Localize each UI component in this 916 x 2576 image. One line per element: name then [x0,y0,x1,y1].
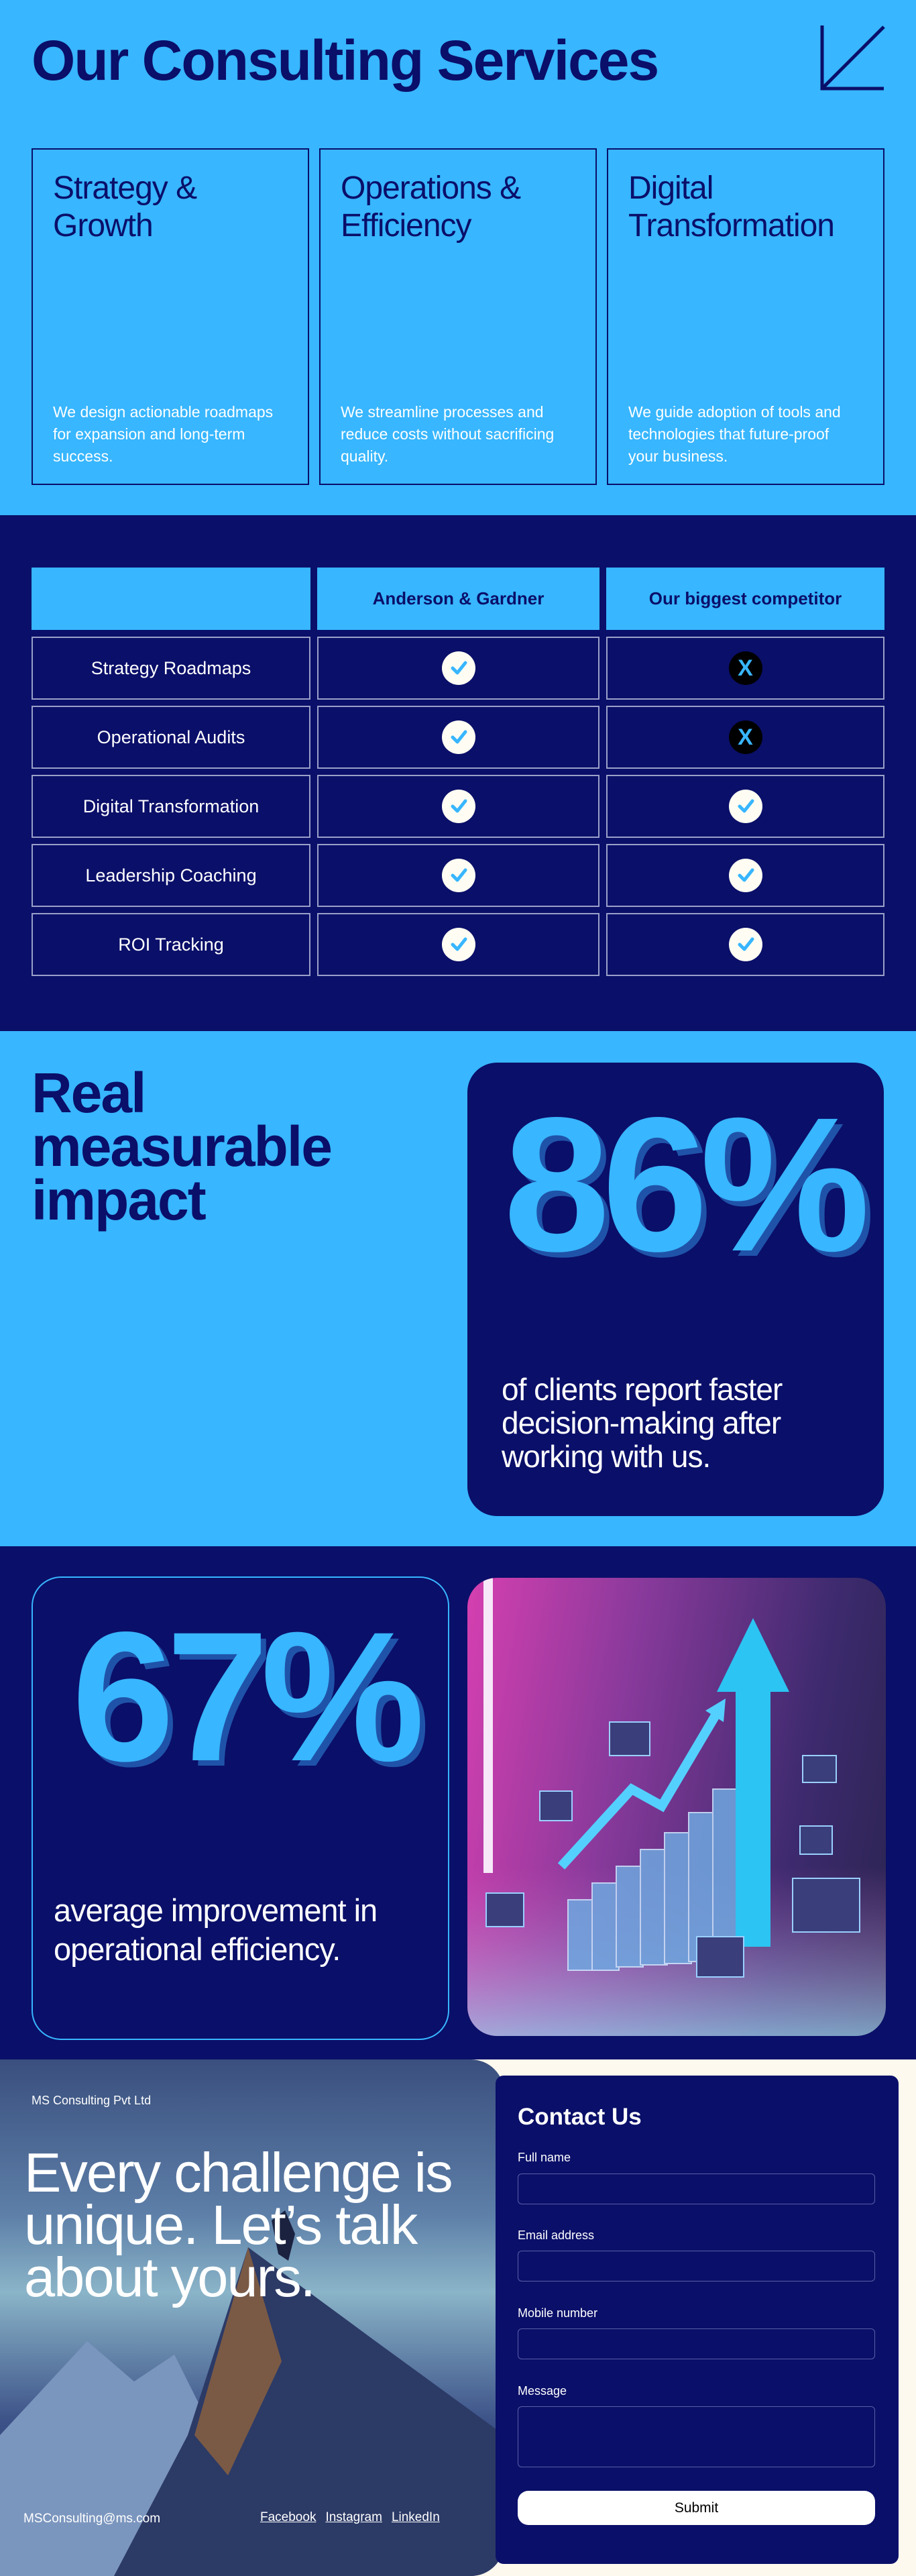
x-icon: X [728,720,762,754]
competitor-cell [606,913,884,976]
service-title: Digital Transformation [628,170,835,244]
feature-cell: ROI Tracking [32,913,310,976]
stat-value: 86% [504,1078,870,1291]
full-name-label: Full name [518,2151,571,2164]
check-icon [441,720,475,754]
email-input[interactable] [518,2251,875,2282]
feature-cell: Operational Audits [32,706,310,769]
competitor-cell [606,775,884,838]
service-title: Operations & Efficiency [341,170,521,244]
page-title: Our Consulting Services [32,29,659,92]
growth-chart-image [467,1578,886,2036]
stat-description: average improvement in operational effic… [54,1892,378,1967]
service-card-strategy: Strategy & Growth We design actionable r… [32,148,309,485]
check-icon [441,790,475,823]
check-icon [728,859,762,892]
service-card-digital: Digital Transformation We guide adoption… [607,148,884,485]
x-icon: X [728,651,762,685]
stat-card-86: 86% of clients report faster decision-ma… [467,1063,884,1516]
service-description: We design actionable roadmaps for expans… [53,403,274,465]
email-label: Email address [518,2229,595,2242]
check-icon [441,651,475,685]
header-us: Anderson & Gardner [317,568,599,630]
us-cell [317,913,599,976]
contact-headline: Every challenge is unique. Let’s talk ab… [24,2141,453,2308]
growth-chart-illustration [467,1578,886,2036]
instagram-link[interactable]: Instagram [325,2510,382,2524]
feature-cell: Digital Transformation [32,775,310,838]
check-icon [728,790,762,823]
feature-cell: Leadership Coaching [32,844,310,907]
message-label: Message [518,2384,567,2398]
form-title: Contact Us [518,2104,642,2130]
service-card-operations: Operations & Efficiency We streamline pr… [319,148,597,485]
stat-value: 67% [72,1594,424,1800]
contact-email: MSConsulting@ms.com [23,2512,161,2526]
social-links: Facebook Instagram LinkedIn [260,2510,449,2525]
us-cell [317,706,599,769]
us-cell [317,844,599,907]
mobile-input[interactable] [518,2328,875,2359]
efficiency-section: 67% average improvement in operational e… [0,1546,916,2059]
header-competitor: Our biggest competitor [606,568,884,630]
check-icon [441,859,475,892]
competitor-cell [606,844,884,907]
services-section: Our Consulting Services Strategy & Growt… [0,0,916,515]
us-cell [317,637,599,700]
mountain-hero-image: MS Consulting Pvt Ltd Every challenge is… [0,2059,504,2576]
mobile-label: Mobile number [518,2306,598,2320]
us-cell [317,775,599,838]
full-name-input[interactable] [518,2174,875,2204]
competitor-cell: X [606,637,884,700]
mountain-illustration [0,2210,504,2576]
service-description: We guide adoption of tools and technolog… [628,403,841,465]
feature-cell: Strategy Roadmaps [32,637,310,700]
service-description: We streamline processes and reduce costs… [341,403,555,465]
contact-form [496,2076,899,2564]
facebook-link[interactable]: Facebook [260,2510,317,2524]
submit-button[interactable]: Submit [518,2491,875,2525]
check-icon [441,928,475,961]
company-name: MS Consulting Pvt Ltd [32,2094,152,2107]
linkedin-link[interactable]: LinkedIn [391,2510,440,2524]
check-icon [728,928,762,961]
stat-description: of clients report faster decision-making… [502,1372,783,1474]
service-title: Strategy & Growth [53,170,197,244]
message-textarea[interactable] [518,2406,875,2467]
stat-card-67: 67% average improvement in operational e… [32,1576,449,2040]
header-blank [32,568,310,630]
competitor-cell: X [606,706,884,769]
arrow-down-left-icon [820,25,885,91]
impact-heading: Real measurable impact [32,1061,333,1232]
impact-section: Real measurable impact 86% of clients re… [0,1031,916,1546]
